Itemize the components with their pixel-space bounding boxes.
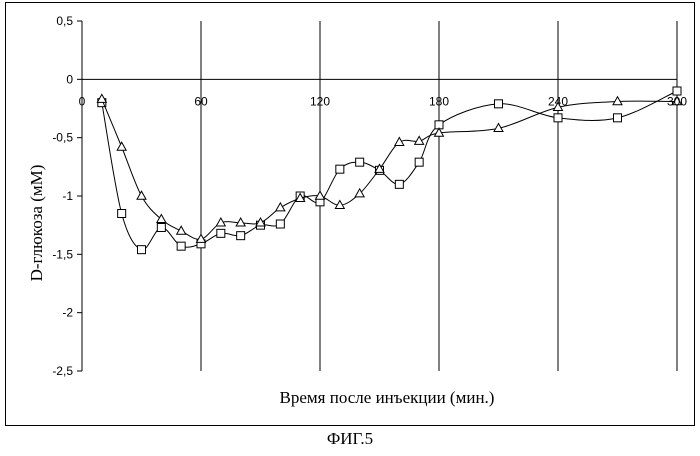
triangle-point bbox=[236, 218, 245, 226]
x-tick-label: 300 bbox=[667, 94, 687, 108]
y-tick-label: 0 bbox=[66, 72, 73, 86]
line-chart: 0,5 0 -0,5 -1 -1,5 -2 -2,5 0 60 120 180 240 300 Врем… bbox=[6, 3, 694, 425]
x-tick-label: 180 bbox=[429, 94, 449, 108]
x-tick-label: 240 bbox=[548, 94, 568, 108]
square-point bbox=[356, 158, 364, 166]
y-tick-label: -1,5 bbox=[52, 247, 73, 261]
series-square bbox=[98, 87, 681, 254]
square-point bbox=[118, 210, 126, 218]
triangle-point bbox=[177, 226, 186, 234]
square-point bbox=[554, 114, 562, 122]
y-tick-label: -2 bbox=[62, 306, 73, 320]
square-point bbox=[395, 180, 403, 188]
triangle-point bbox=[157, 215, 166, 223]
series-triangle bbox=[97, 94, 681, 242]
triangle-point bbox=[117, 142, 126, 150]
square-point bbox=[495, 100, 503, 108]
axes bbox=[77, 21, 677, 371]
square-point bbox=[217, 229, 225, 237]
y-tick-label: -1 bbox=[62, 189, 73, 203]
triangle-point bbox=[276, 203, 285, 211]
x-tick-label: 0 bbox=[79, 94, 86, 108]
y-tick-label: -2,5 bbox=[52, 364, 73, 378]
y-tick-label: 0,5 bbox=[56, 14, 73, 28]
square-point bbox=[177, 242, 185, 250]
square-point bbox=[157, 224, 165, 232]
x-tick-label: 120 bbox=[310, 94, 330, 108]
x-axis-title: Время после инъекции (мин.) bbox=[280, 388, 495, 407]
triangle-point bbox=[613, 97, 622, 105]
y-tick-label: -0,5 bbox=[52, 131, 73, 145]
y-axis-title: D-глюкоза (мМ) bbox=[27, 165, 46, 282]
triangle-point bbox=[395, 138, 404, 146]
square-point bbox=[614, 114, 622, 122]
square-point bbox=[415, 158, 423, 166]
series-line-square bbox=[102, 91, 677, 250]
triangle-point bbox=[197, 234, 206, 242]
square-point bbox=[276, 220, 284, 228]
tick-labels: 0,5 0 -0,5 -1 -1,5 -2 -2,5 0 60 120 180 240 300 bbox=[52, 14, 687, 378]
series-group bbox=[97, 87, 681, 254]
figure-caption: ФИГ.5 bbox=[0, 429, 700, 449]
chart-frame: 0,5 0 -0,5 -1 -1,5 -2 -2,5 0 60 120 180 240 300 Врем… bbox=[5, 2, 695, 426]
triangle-point bbox=[137, 191, 146, 199]
square-point bbox=[237, 232, 245, 240]
x-tick-label: 60 bbox=[194, 94, 208, 108]
square-point bbox=[336, 165, 344, 173]
square-point bbox=[138, 246, 146, 254]
grid-lines bbox=[201, 21, 677, 371]
